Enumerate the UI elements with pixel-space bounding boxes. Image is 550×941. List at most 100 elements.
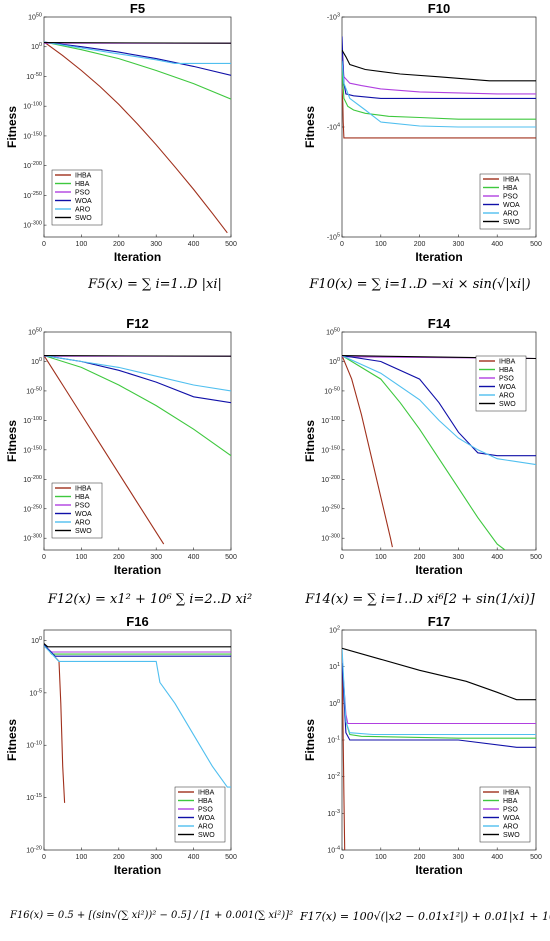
x-tick-label: 0	[42, 241, 46, 248]
legend-label-aro: ARO	[198, 824, 214, 831]
series-line-woa	[44, 644, 231, 657]
x-axis-label: Iteration	[415, 250, 462, 264]
chart-title: F5	[130, 1, 145, 16]
x-tick-label: 200	[414, 241, 426, 248]
y-axis-label: Fitness	[303, 719, 317, 761]
x-tick-label: 500	[225, 241, 237, 248]
legend-label-hba: HBA	[503, 798, 518, 805]
legend-label-hba: HBA	[503, 185, 518, 192]
series-line-aro	[342, 355, 536, 466]
legend-label-swo: SWO	[75, 215, 92, 222]
x-tick-label: 300	[453, 854, 465, 861]
y-tick-label: 10-150	[23, 131, 42, 140]
x-tick-label: 400	[491, 854, 503, 861]
y-tick-label: -104	[327, 123, 340, 132]
formula-f16: F16(x) = 0.5 + [(sin√(∑ xi²))² − 0.5] / …	[10, 910, 294, 921]
chart-title: F17	[428, 614, 450, 629]
legend-label-hba: HBA	[198, 798, 213, 805]
legend-label-swo: SWO	[503, 832, 520, 839]
x-tick-label: 500	[530, 241, 542, 248]
series-line-swo	[342, 49, 536, 82]
x-axis-label: Iteration	[415, 563, 462, 577]
y-tick-label: 10-300	[23, 221, 42, 230]
series-line-aro	[44, 355, 231, 392]
formula-f17: F17(x) = 100√(|x2 − 0.01x1²|) + 0.01|x1 …	[300, 910, 550, 923]
x-tick-label: 400	[188, 241, 200, 248]
chart-title: F16	[126, 614, 148, 629]
y-tick-label: 10-150	[23, 445, 42, 454]
series-line-woa	[342, 662, 536, 748]
chart-title: F14	[428, 316, 451, 331]
panel-f5: F5 Iteration Fitness 0 100 200 300 400 500 1050 10…	[5, 1, 237, 264]
y-tick-label: 10-200	[321, 475, 340, 484]
series-line-swo	[342, 647, 536, 701]
y-tick-label: 10-50	[26, 386, 42, 395]
y-tick-label: 10-200	[23, 475, 42, 484]
x-tick-label: 400	[491, 241, 503, 248]
legend-label-pso: PSO	[75, 503, 90, 510]
y-tick-label: 10-1	[327, 736, 340, 745]
x-tick-label: 0	[340, 854, 344, 861]
legend-label-hba: HBA	[75, 181, 90, 188]
legend-label-pso: PSO	[503, 807, 518, 814]
y-tick-label: -103	[327, 13, 340, 22]
panel-f12: F12 Iteration Fitness 0 100 200 300 400 500 1050 1…	[5, 316, 237, 577]
y-tick-label: 10-300	[321, 534, 340, 543]
legend-label-woa: WOA	[75, 511, 92, 518]
legend-label-swo: SWO	[499, 401, 516, 408]
y-tick-label: 10-250	[23, 191, 42, 200]
y-tick-label: 10-100	[321, 416, 340, 425]
legend-label-woa: WOA	[499, 384, 516, 391]
legend-label-swo: SWO	[198, 832, 215, 839]
formula-f14: F14(x) = ∑ i=1..D xi⁶[2 + sin(1/xi)]	[305, 592, 535, 607]
x-axis-label: Iteration	[114, 863, 161, 877]
legend-label-hba: HBA	[499, 367, 514, 374]
series-line-aro	[342, 648, 536, 736]
y-tick-label: -105	[327, 233, 340, 242]
y-axis-label: Fitness	[5, 106, 19, 148]
y-tick-label: 100	[31, 636, 42, 645]
x-tick-label: 300	[453, 241, 465, 248]
series-line-hba	[44, 41, 231, 100]
x-tick-label: 100	[375, 554, 387, 561]
series-line-ihba	[342, 648, 346, 850]
x-tick-label: 0	[42, 854, 46, 861]
x-tick-label: 100	[375, 241, 387, 248]
legend-label-woa: WOA	[198, 815, 215, 822]
x-axis-label: Iteration	[415, 863, 462, 877]
y-tick-label: 10-100	[23, 102, 42, 111]
x-tick-label: 300	[150, 854, 162, 861]
series-line-hba	[44, 355, 231, 457]
legend-label-ihba: IHBA	[503, 177, 520, 184]
y-tick-label: 10-3	[327, 809, 340, 818]
x-tick-label: 200	[113, 854, 125, 861]
panel-f17: F17 Iteration Fitness 0 100 200 300 400 500 102 10…	[303, 614, 542, 877]
legend-label-pso: PSO	[499, 376, 514, 383]
x-tick-label: 200	[113, 554, 125, 561]
legend-label-ihba: IHBA	[75, 173, 92, 180]
y-tick-label: 102	[329, 626, 340, 635]
x-tick-label: 200	[113, 241, 125, 248]
chart-title: F12	[126, 316, 148, 331]
legend-label-ihba: IHBA	[198, 790, 215, 797]
x-tick-label: 0	[42, 554, 46, 561]
y-axis-label: Fitness	[303, 106, 317, 148]
series-line-ihba	[342, 355, 393, 548]
series-line-swo	[44, 42, 231, 44]
x-tick-label: 100	[375, 854, 387, 861]
legend-label-ihba: IHBA	[503, 790, 520, 797]
legend-label-ihba: IHBA	[499, 359, 516, 366]
x-axis-label: Iteration	[114, 250, 161, 264]
y-tick-label: 10-50	[26, 72, 42, 81]
x-tick-label: 100	[76, 241, 88, 248]
y-tick-label: 1050	[326, 328, 340, 337]
panel-f14: F14 Iteration Fitness 0 100 200 300 400 500 1050 1…	[303, 316, 542, 577]
series-line-swo	[44, 355, 231, 357]
y-tick-label: 100	[31, 357, 42, 366]
series-line-hba	[342, 69, 536, 120]
legend-label-pso: PSO	[198, 807, 213, 814]
y-tick-label: 10-250	[321, 504, 340, 513]
